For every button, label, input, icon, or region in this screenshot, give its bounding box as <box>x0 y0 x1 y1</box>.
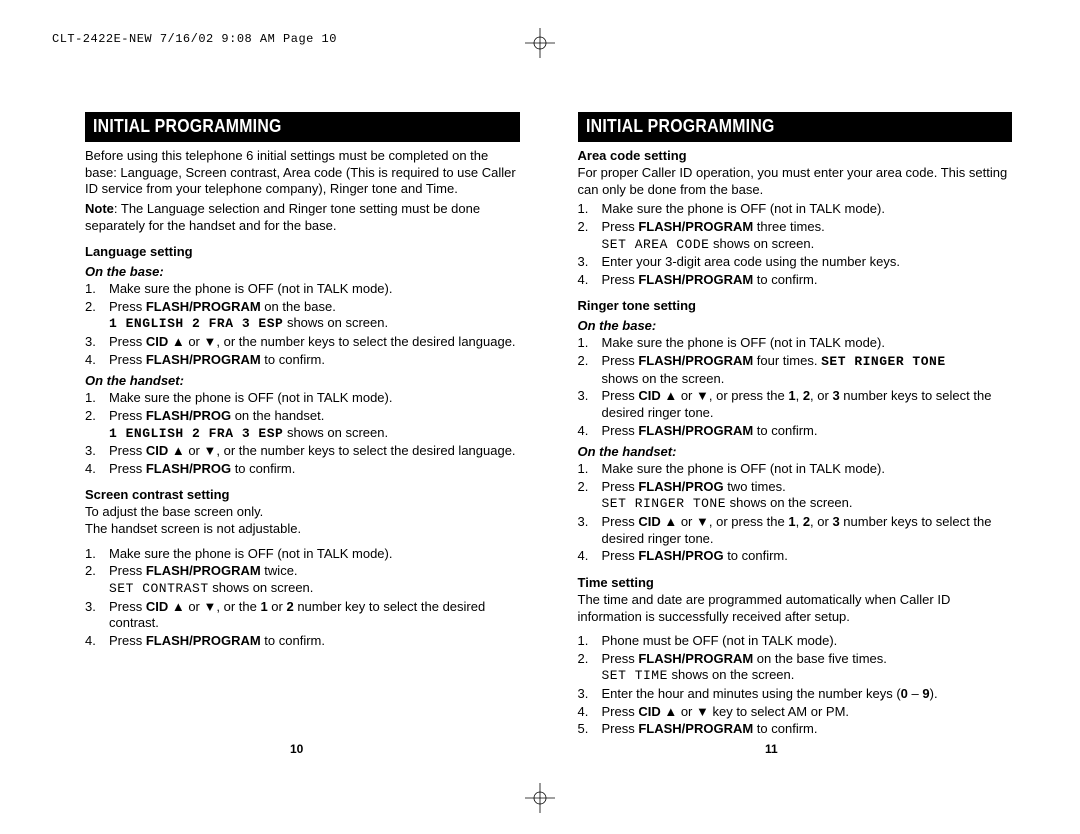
page-number-left: 10 <box>290 742 303 756</box>
list-item: Make sure the phone is OFF (not in TALK … <box>578 335 1013 352</box>
ringer-heading: Ringer tone setting <box>578 298 1013 313</box>
on-base-label: On the base: <box>85 264 520 279</box>
left-column: INITIAL PROGRAMMING Before using this te… <box>85 112 520 739</box>
on-handset-label-right: On the handset: <box>578 444 1013 459</box>
crop-mark-bottom <box>525 783 555 816</box>
section-heading-left: INITIAL PROGRAMMING <box>85 112 520 142</box>
intro-text: Before using this telephone 6 initial se… <box>85 148 520 198</box>
list-item: Press FLASH/PROGRAM to confirm. <box>85 352 520 369</box>
contrast-note2: The handset screen is not adjustable. <box>85 521 520 538</box>
list-item: Make sure the phone is OFF (not in TALK … <box>578 461 1013 478</box>
list-item: Press FLASH/PROGRAM twice.SET CONTRAST s… <box>85 563 520 597</box>
list-item: Press FLASH/PROGRAM four times. SET RING… <box>578 353 1013 387</box>
page-number-right: 11 <box>765 742 778 756</box>
area-heading: Area code setting <box>578 148 1013 163</box>
on-handset-label: On the handset: <box>85 373 520 388</box>
area-list: Make sure the phone is OFF (not in TALK … <box>578 201 1013 288</box>
list-item: Press FLASH/PROGRAM to confirm. <box>578 721 1013 738</box>
list-item: Press FLASH/PROGRAM to confirm. <box>578 423 1013 440</box>
list-item: Press CID ▲ or ▼ key to select AM or PM. <box>578 704 1013 721</box>
list-item: Press CID ▲ or ▼, or the 1 or 2 number k… <box>85 599 520 632</box>
list-item: Make sure the phone is OFF (not in TALK … <box>85 546 520 563</box>
time-text: The time and date are programmed automat… <box>578 592 1013 625</box>
list-item: Press FLASH/PROGRAM on the base five tim… <box>578 651 1013 685</box>
list-item: Enter the hour and minutes using the num… <box>578 686 1013 703</box>
note-text: Note: The Language selection and Ringer … <box>85 201 520 234</box>
contrast-note1: To adjust the base screen only. <box>85 504 520 521</box>
list-item: Press CID ▲ or ▼, or the number keys to … <box>85 443 520 460</box>
language-handset-list: Make sure the phone is OFF (not in TALK … <box>85 390 520 477</box>
ringer-base-list: Make sure the phone is OFF (not in TALK … <box>578 335 1013 439</box>
language-base-list: Make sure the phone is OFF (not in TALK … <box>85 281 520 368</box>
list-item: Press FLASH/PROG on the handset.1 ENGLIS… <box>85 408 520 442</box>
language-heading: Language setting <box>85 244 520 259</box>
list-item: Enter your 3-digit area code using the n… <box>578 254 1013 271</box>
on-base-label-right: On the base: <box>578 318 1013 333</box>
contrast-heading: Screen contrast setting <box>85 487 520 502</box>
ringer-handset-list: Make sure the phone is OFF (not in TALK … <box>578 461 1013 565</box>
right-column: INITIAL PROGRAMMING Area code setting Fo… <box>578 112 1013 739</box>
list-item: Make sure the phone is OFF (not in TALK … <box>578 201 1013 218</box>
area-text: For proper Caller ID operation, you must… <box>578 165 1013 198</box>
contrast-list: Make sure the phone is OFF (not in TALK … <box>85 546 520 650</box>
list-item: Phone must be OFF (not in TALK mode). <box>578 633 1013 650</box>
list-item: Make sure the phone is OFF (not in TALK … <box>85 390 520 407</box>
list-item: Press FLASH/PROGRAM three times.SET AREA… <box>578 219 1013 253</box>
crop-mark-top <box>525 28 555 61</box>
time-list: Phone must be OFF (not in TALK mode). Pr… <box>578 633 1013 738</box>
list-item: Press FLASH/PROGRAM to confirm. <box>578 272 1013 289</box>
list-item: Press CID ▲ or ▼, or press the 1, 2, or … <box>578 514 1013 547</box>
time-heading: Time setting <box>578 575 1013 590</box>
list-item: Press CID ▲ or ▼, or press the 1, 2, or … <box>578 388 1013 421</box>
list-item: Press FLASH/PROGRAM to confirm. <box>85 633 520 650</box>
list-item: Press FLASH/PROG to confirm. <box>85 461 520 478</box>
list-item: Press FLASH/PROGRAM on the base.1 ENGLIS… <box>85 299 520 333</box>
list-item: Press FLASH/PROG two times.SET RINGER TO… <box>578 479 1013 513</box>
list-item: Press CID ▲ or ▼, or the number keys to … <box>85 334 520 351</box>
list-item: Make sure the phone is OFF (not in TALK … <box>85 281 520 298</box>
print-header: CLT-2422E-NEW 7/16/02 9:08 AM Page 10 <box>52 32 337 46</box>
section-heading-right: INITIAL PROGRAMMING <box>578 112 1013 142</box>
list-item: Press FLASH/PROG to confirm. <box>578 548 1013 565</box>
